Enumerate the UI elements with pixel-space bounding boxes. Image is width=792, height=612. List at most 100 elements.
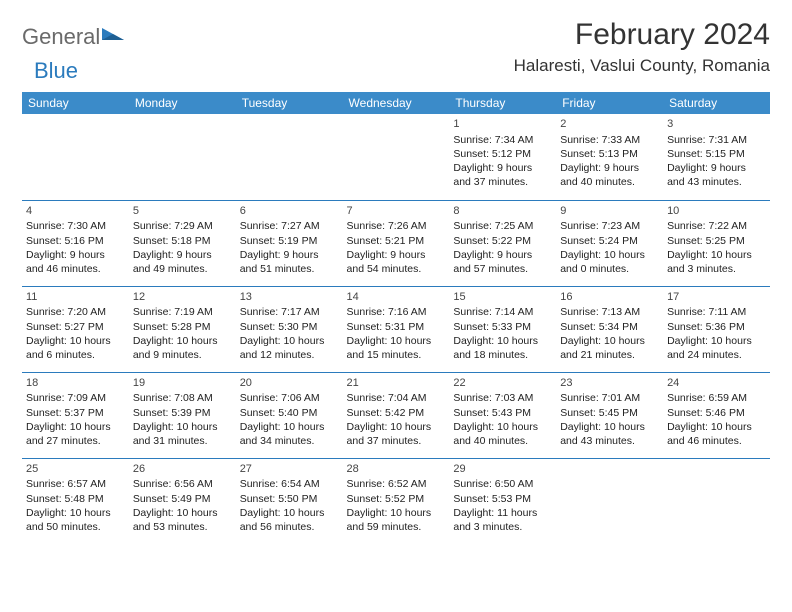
sunrise-line: Sunrise: 6:52 AM	[347, 477, 446, 491]
sunrise-line: Sunrise: 7:33 AM	[560, 133, 659, 147]
sunset-line: Sunset: 5:12 PM	[453, 147, 552, 161]
sunrise-line: Sunrise: 7:34 AM	[453, 133, 552, 147]
calendar-day-cell: 9Sunrise: 7:23 AMSunset: 5:24 PMDaylight…	[556, 200, 663, 286]
sunrise-line: Sunrise: 6:57 AM	[26, 477, 125, 491]
daylight-line: Daylight: 9 hours and 37 minutes.	[453, 161, 552, 189]
sunrise-line: Sunrise: 7:01 AM	[560, 391, 659, 405]
month-title: February 2024	[514, 18, 770, 52]
calendar-day-cell: 19Sunrise: 7:08 AMSunset: 5:39 PMDayligh…	[129, 372, 236, 458]
location-subtitle: Halaresti, Vaslui County, Romania	[514, 56, 770, 76]
daylight-line: Daylight: 9 hours and 43 minutes.	[667, 161, 766, 189]
sunrise-line: Sunrise: 7:25 AM	[453, 219, 552, 233]
calendar-empty-cell	[129, 114, 236, 200]
sunrise-line: Sunrise: 6:56 AM	[133, 477, 232, 491]
daylight-line: Daylight: 9 hours and 40 minutes.	[560, 161, 659, 189]
calendar-day-cell: 28Sunrise: 6:52 AMSunset: 5:52 PMDayligh…	[343, 458, 450, 544]
sunset-line: Sunset: 5:49 PM	[133, 492, 232, 506]
sunrise-line: Sunrise: 7:20 AM	[26, 305, 125, 319]
daylight-line: Daylight: 10 hours and 37 minutes.	[347, 420, 446, 448]
day-number: 5	[133, 204, 232, 219]
day-number: 13	[240, 290, 339, 305]
sunset-line: Sunset: 5:53 PM	[453, 492, 552, 506]
day-number: 17	[667, 290, 766, 305]
calendar-day-cell: 29Sunrise: 6:50 AMSunset: 5:53 PMDayligh…	[449, 458, 556, 544]
calendar-empty-cell	[663, 458, 770, 544]
sunrise-line: Sunrise: 7:30 AM	[26, 219, 125, 233]
daylight-line: Daylight: 9 hours and 46 minutes.	[26, 248, 125, 276]
col-thursday: Thursday	[449, 92, 556, 114]
calendar-table: Sunday Monday Tuesday Wednesday Thursday…	[22, 92, 770, 544]
day-number: 26	[133, 462, 232, 477]
calendar-day-cell: 24Sunrise: 6:59 AMSunset: 5:46 PMDayligh…	[663, 372, 770, 458]
sunset-line: Sunset: 5:18 PM	[133, 234, 232, 248]
calendar-day-cell: 17Sunrise: 7:11 AMSunset: 5:36 PMDayligh…	[663, 286, 770, 372]
day-number: 16	[560, 290, 659, 305]
day-number: 28	[347, 462, 446, 477]
calendar-day-cell: 3Sunrise: 7:31 AMSunset: 5:15 PMDaylight…	[663, 114, 770, 200]
calendar-header-row: Sunday Monday Tuesday Wednesday Thursday…	[22, 92, 770, 114]
daylight-line: Daylight: 10 hours and 34 minutes.	[240, 420, 339, 448]
calendar-day-cell: 2Sunrise: 7:33 AMSunset: 5:13 PMDaylight…	[556, 114, 663, 200]
calendar-day-cell: 18Sunrise: 7:09 AMSunset: 5:37 PMDayligh…	[22, 372, 129, 458]
sunset-line: Sunset: 5:45 PM	[560, 406, 659, 420]
calendar-empty-cell	[22, 114, 129, 200]
day-number: 10	[667, 204, 766, 219]
sunset-line: Sunset: 5:30 PM	[240, 320, 339, 334]
calendar-week-row: 1Sunrise: 7:34 AMSunset: 5:12 PMDaylight…	[22, 114, 770, 200]
sunset-line: Sunset: 5:16 PM	[26, 234, 125, 248]
sunrise-line: Sunrise: 7:22 AM	[667, 219, 766, 233]
daylight-line: Daylight: 9 hours and 51 minutes.	[240, 248, 339, 276]
sunrise-line: Sunrise: 7:14 AM	[453, 305, 552, 319]
day-number: 21	[347, 376, 446, 391]
day-number: 29	[453, 462, 552, 477]
day-number: 14	[347, 290, 446, 305]
sunrise-line: Sunrise: 7:17 AM	[240, 305, 339, 319]
calendar-day-cell: 5Sunrise: 7:29 AMSunset: 5:18 PMDaylight…	[129, 200, 236, 286]
day-number: 15	[453, 290, 552, 305]
sunrise-line: Sunrise: 7:08 AM	[133, 391, 232, 405]
day-number: 1	[453, 117, 552, 132]
sunset-line: Sunset: 5:39 PM	[133, 406, 232, 420]
day-number: 2	[560, 117, 659, 132]
sunrise-line: Sunrise: 7:31 AM	[667, 133, 766, 147]
col-sunday: Sunday	[22, 92, 129, 114]
sunset-line: Sunset: 5:13 PM	[560, 147, 659, 161]
sunset-line: Sunset: 5:24 PM	[560, 234, 659, 248]
sunset-line: Sunset: 5:52 PM	[347, 492, 446, 506]
col-tuesday: Tuesday	[236, 92, 343, 114]
col-friday: Friday	[556, 92, 663, 114]
calendar-week-row: 18Sunrise: 7:09 AMSunset: 5:37 PMDayligh…	[22, 372, 770, 458]
calendar-day-cell: 13Sunrise: 7:17 AMSunset: 5:30 PMDayligh…	[236, 286, 343, 372]
day-number: 4	[26, 204, 125, 219]
daylight-line: Daylight: 9 hours and 54 minutes.	[347, 248, 446, 276]
daylight-line: Daylight: 10 hours and 27 minutes.	[26, 420, 125, 448]
day-number: 11	[26, 290, 125, 305]
sunrise-line: Sunrise: 7:23 AM	[560, 219, 659, 233]
sunrise-line: Sunrise: 7:13 AM	[560, 305, 659, 319]
sunset-line: Sunset: 5:27 PM	[26, 320, 125, 334]
calendar-day-cell: 20Sunrise: 7:06 AMSunset: 5:40 PMDayligh…	[236, 372, 343, 458]
daylight-line: Daylight: 10 hours and 12 minutes.	[240, 334, 339, 362]
sunset-line: Sunset: 5:19 PM	[240, 234, 339, 248]
day-number: 7	[347, 204, 446, 219]
sunset-line: Sunset: 5:48 PM	[26, 492, 125, 506]
sunrise-line: Sunrise: 7:27 AM	[240, 219, 339, 233]
sunset-line: Sunset: 5:50 PM	[240, 492, 339, 506]
sunrise-line: Sunrise: 7:29 AM	[133, 219, 232, 233]
daylight-line: Daylight: 10 hours and 43 minutes.	[560, 420, 659, 448]
sunrise-line: Sunrise: 7:11 AM	[667, 305, 766, 319]
daylight-line: Daylight: 10 hours and 59 minutes.	[347, 506, 446, 534]
sunrise-line: Sunrise: 6:54 AM	[240, 477, 339, 491]
daylight-line: Daylight: 10 hours and 46 minutes.	[667, 420, 766, 448]
sunset-line: Sunset: 5:40 PM	[240, 406, 339, 420]
calendar-day-cell: 14Sunrise: 7:16 AMSunset: 5:31 PMDayligh…	[343, 286, 450, 372]
calendar-day-cell: 25Sunrise: 6:57 AMSunset: 5:48 PMDayligh…	[22, 458, 129, 544]
sunset-line: Sunset: 5:33 PM	[453, 320, 552, 334]
daylight-line: Daylight: 10 hours and 53 minutes.	[133, 506, 232, 534]
day-number: 24	[667, 376, 766, 391]
sunrise-line: Sunrise: 7:04 AM	[347, 391, 446, 405]
sunset-line: Sunset: 5:22 PM	[453, 234, 552, 248]
calendar-day-cell: 10Sunrise: 7:22 AMSunset: 5:25 PMDayligh…	[663, 200, 770, 286]
calendar-day-cell: 7Sunrise: 7:26 AMSunset: 5:21 PMDaylight…	[343, 200, 450, 286]
day-number: 9	[560, 204, 659, 219]
